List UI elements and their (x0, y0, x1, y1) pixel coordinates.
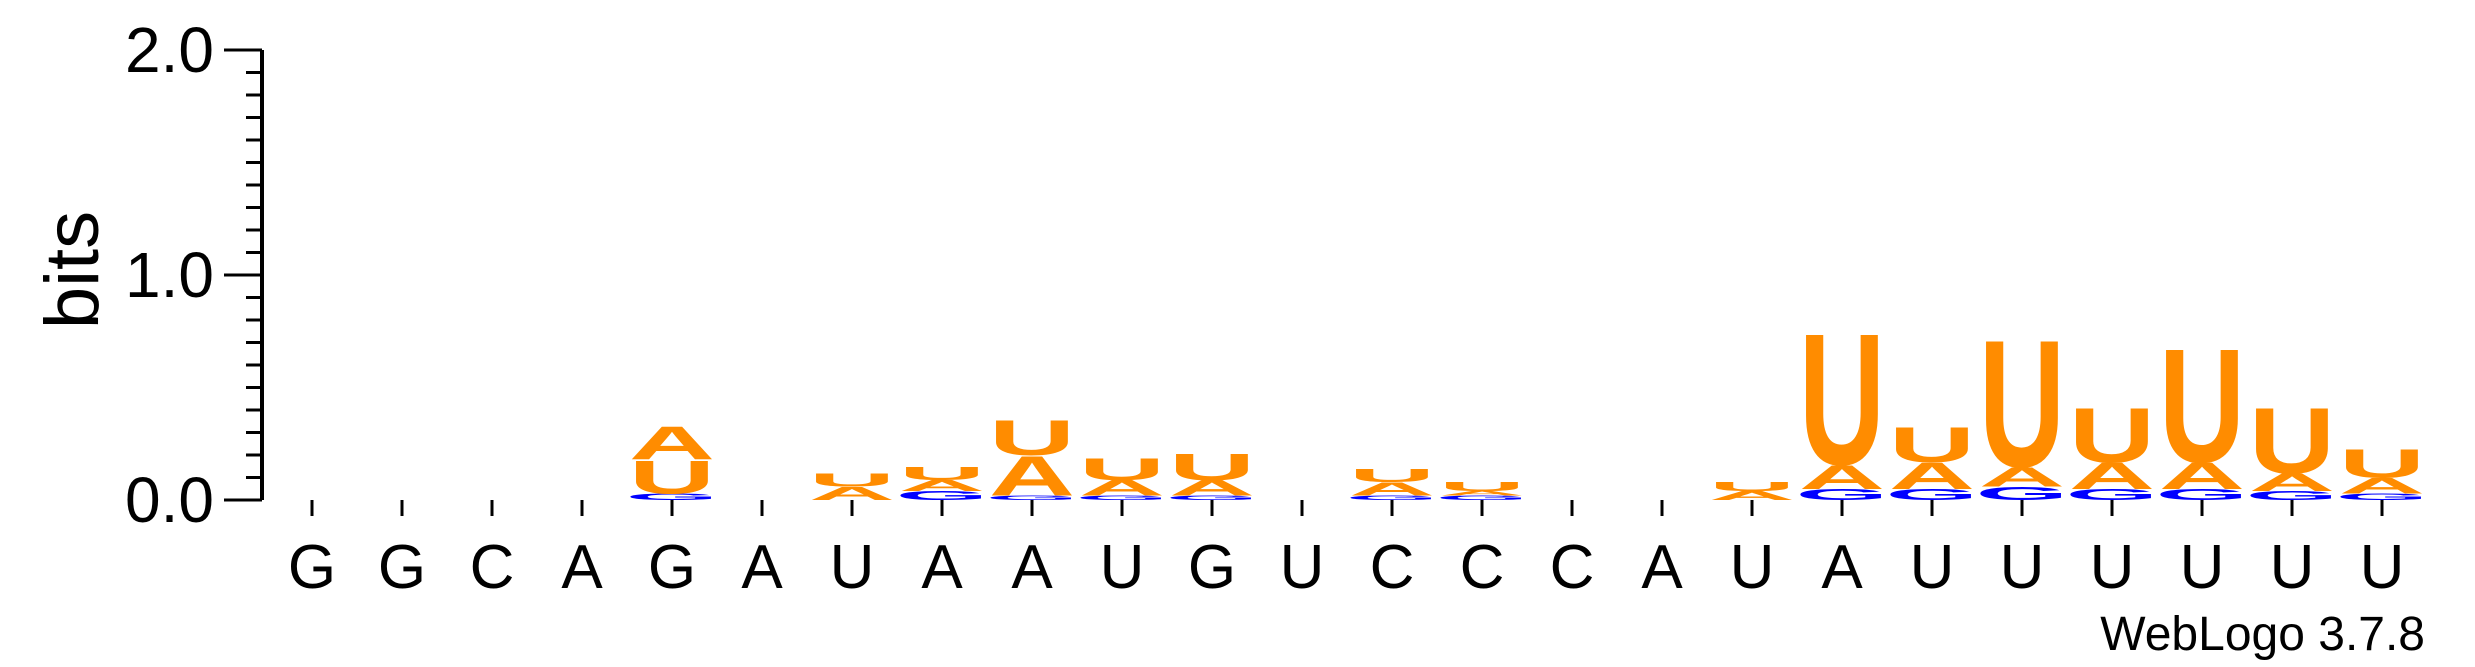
logo-letter-U: U (1799, 296, 1885, 505)
logo-letter-G: G (896, 489, 989, 503)
logo-letter-A: A (1439, 490, 1525, 497)
logo-letter-G: G (626, 491, 719, 502)
logo-letter-U: U (1979, 302, 2065, 505)
logo-letter-U: U (1079, 451, 1165, 486)
logo-letter-U: U (809, 470, 895, 491)
logo-letter-G: G (986, 494, 1079, 501)
x-tick-label: G (288, 533, 336, 602)
y-tick-label: 1.0 (125, 239, 214, 311)
logo-letter-A: A (1709, 489, 1795, 503)
logo-letter-U: U (629, 451, 715, 503)
x-tick-label: C (1460, 533, 1505, 602)
weblogo-credit: WebLogo 3.7.8 (2100, 608, 2425, 661)
logo-letter-A: A (1979, 461, 2065, 492)
logo-letter-U: U (1349, 465, 1435, 486)
logo-letter-U: U (899, 463, 985, 484)
logo-letter-G: G (1076, 494, 1169, 501)
logo-letter-U: U (989, 410, 1075, 466)
logo-letter-U: U (1709, 480, 1795, 494)
logo-letter-G: G (2066, 486, 2159, 503)
x-tick-label: G (378, 533, 426, 602)
y-axis-label: bits (30, 211, 115, 329)
x-tick-label: A (1641, 533, 1683, 602)
x-tick-label: A (741, 533, 783, 602)
x-tick-label: C (1550, 533, 1595, 602)
x-tick-label: G (648, 533, 696, 602)
logo-letter-G: G (1166, 494, 1259, 501)
x-tick-label: U (1280, 533, 1325, 602)
logo-letter-G: G (2246, 489, 2339, 503)
x-tick-label: U (1730, 533, 1775, 602)
x-tick-label: U (2000, 533, 2045, 602)
logo-letter-G: G (1436, 494, 1529, 501)
logo-letter-A: A (2069, 455, 2155, 497)
x-tick-label: A (1011, 533, 1053, 602)
x-tick-label: A (921, 533, 963, 602)
logo-letter-U: U (2339, 441, 2425, 487)
logo-letter-A: A (2249, 469, 2335, 497)
x-tick-label: C (1370, 533, 1415, 602)
logo-letter-A: A (1169, 476, 1255, 500)
logo-letter-A: A (629, 418, 715, 470)
logo-letter-U: U (1889, 417, 1975, 473)
logo-letter-U: U (1439, 480, 1525, 494)
y-tick-label: 0.0 (125, 464, 214, 536)
x-tick-label: U (2270, 533, 2315, 602)
logo-letter-G: G (1886, 486, 1979, 503)
x-tick-label: A (1821, 533, 1863, 602)
logo-letter-U: U (1169, 446, 1255, 488)
logo-letter-G: G (1796, 486, 1889, 503)
x-tick-label: U (1910, 533, 1955, 602)
x-tick-label: G (1188, 533, 1236, 602)
logo-letter-A: A (1889, 455, 1975, 497)
y-tick-label: 2.0 (125, 14, 214, 86)
logo-letter-A: A (1079, 476, 1165, 500)
logo-letter-A: A (2339, 474, 2425, 498)
logo-letter-U: U (2069, 392, 2155, 479)
x-tick-label: U (2360, 533, 2405, 602)
logo-letter-G: G (2336, 491, 2429, 502)
logo-letter-G: G (1346, 494, 1439, 501)
x-tick-label: U (1100, 533, 1145, 602)
x-tick-label: U (830, 533, 875, 602)
y-axis: 0.0 1.0 2.0 (125, 14, 264, 536)
logo-letter-U: U (2249, 388, 2335, 493)
logo-letter-G: G (2156, 486, 2249, 503)
logo-letter-A: A (1349, 479, 1435, 500)
x-tick-label: C (470, 533, 515, 602)
x-tick-label: A (561, 533, 603, 602)
x-tick-label: U (2180, 533, 2225, 602)
x-tick-label: U (2090, 533, 2135, 602)
logo-letter-A: A (2159, 455, 2245, 497)
logo-letter-A: A (809, 483, 895, 504)
logo-letter-A: A (1799, 457, 1885, 496)
logo-letter-U: U (2159, 316, 2245, 497)
logo-letter-A: A (989, 444, 1075, 507)
logo-letter-A: A (899, 477, 985, 494)
logo-letter-G: G (1976, 483, 2069, 504)
